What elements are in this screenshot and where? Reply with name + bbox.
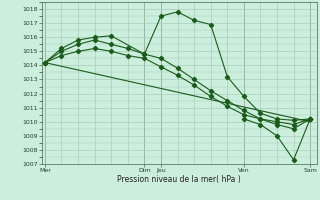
- X-axis label: Pression niveau de la mer( hPa ): Pression niveau de la mer( hPa ): [117, 175, 241, 184]
